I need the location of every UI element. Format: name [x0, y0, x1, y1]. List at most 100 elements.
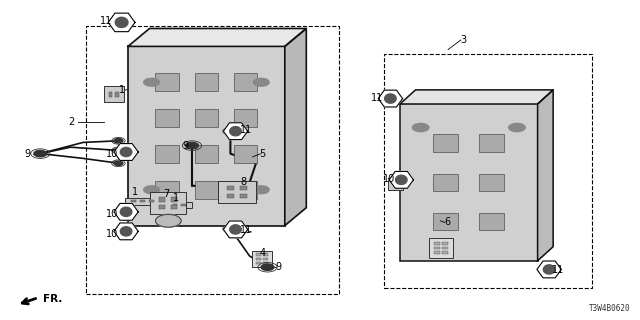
Polygon shape [223, 123, 248, 140]
Bar [263, 262, 268, 264]
Polygon shape [108, 13, 135, 32]
Text: 1: 1 [118, 84, 125, 95]
Text: 5: 5 [259, 148, 266, 159]
Bar [234, 181, 257, 199]
Polygon shape [223, 221, 248, 238]
Text: 10: 10 [106, 148, 118, 159]
Polygon shape [115, 17, 128, 28]
Bar [256, 262, 260, 264]
Circle shape [509, 124, 525, 132]
Bar [195, 145, 218, 163]
Text: 1: 1 [131, 187, 138, 197]
Bar [234, 109, 257, 127]
Bar [433, 173, 458, 191]
Polygon shape [114, 144, 138, 160]
Text: 1: 1 [173, 193, 179, 204]
Circle shape [114, 148, 123, 153]
Circle shape [114, 139, 123, 143]
Polygon shape [285, 28, 307, 226]
Bar [252, 251, 272, 267]
Bar [156, 145, 179, 163]
Circle shape [253, 186, 269, 194]
Polygon shape [400, 90, 553, 104]
Polygon shape [537, 261, 561, 278]
Bar [433, 213, 458, 230]
Circle shape [261, 264, 274, 270]
Text: 11: 11 [552, 265, 564, 276]
Bar [131, 200, 136, 202]
Bar [109, 92, 113, 97]
Bar [234, 73, 257, 91]
Bar [442, 252, 448, 254]
Bar [442, 242, 448, 245]
Bar [434, 247, 440, 250]
Bar [256, 253, 260, 256]
Text: 9: 9 [182, 140, 189, 151]
Text: 11: 11 [240, 124, 252, 135]
Bar [159, 205, 165, 209]
Text: 9: 9 [275, 262, 282, 272]
Circle shape [34, 150, 47, 157]
Bar [388, 178, 403, 190]
Circle shape [412, 124, 429, 132]
Bar [156, 73, 179, 91]
Bar [479, 173, 504, 191]
Polygon shape [114, 223, 138, 240]
Text: 6: 6 [445, 217, 451, 228]
Text: FR.: FR. [43, 294, 62, 304]
Bar [384, 54, 592, 288]
Polygon shape [538, 90, 553, 261]
Bar [115, 92, 119, 97]
Text: 10: 10 [383, 174, 395, 184]
Polygon shape [114, 204, 138, 220]
Bar [218, 181, 256, 203]
Polygon shape [543, 265, 555, 274]
Bar [434, 252, 440, 254]
Polygon shape [230, 127, 241, 136]
Bar [479, 134, 504, 152]
Polygon shape [128, 28, 307, 46]
Bar [394, 185, 397, 188]
Text: 9: 9 [24, 148, 31, 159]
Bar [150, 192, 186, 214]
Circle shape [253, 78, 269, 86]
Text: 3: 3 [461, 35, 467, 45]
Bar [195, 181, 218, 199]
Bar [125, 198, 160, 205]
Polygon shape [230, 225, 241, 234]
Bar [240, 186, 247, 190]
Text: 11: 11 [240, 225, 252, 236]
Polygon shape [396, 175, 407, 184]
Bar [140, 200, 145, 202]
Text: 10: 10 [106, 228, 118, 239]
Polygon shape [385, 94, 396, 103]
Polygon shape [120, 148, 132, 156]
Bar [434, 242, 440, 245]
Text: 11: 11 [100, 16, 112, 26]
Bar [263, 253, 268, 256]
Bar [479, 213, 504, 230]
Bar [234, 145, 257, 163]
Bar [166, 202, 192, 208]
Text: 7: 7 [163, 188, 170, 199]
Polygon shape [378, 90, 403, 107]
Bar [171, 205, 177, 209]
Bar [128, 46, 285, 226]
Text: 8: 8 [240, 177, 246, 188]
Text: 2: 2 [68, 116, 75, 127]
Bar [433, 134, 458, 152]
Bar [156, 109, 179, 127]
Bar [227, 186, 234, 190]
Bar [240, 194, 247, 198]
Bar [159, 197, 165, 202]
Bar [400, 104, 538, 261]
Text: T3W4B0620: T3W4B0620 [589, 304, 630, 313]
Text: 10: 10 [106, 209, 118, 220]
Polygon shape [120, 227, 132, 236]
Polygon shape [389, 172, 413, 188]
Bar [173, 204, 177, 206]
Circle shape [114, 161, 123, 165]
Bar [156, 181, 179, 199]
Bar [195, 109, 218, 127]
Circle shape [156, 214, 181, 227]
